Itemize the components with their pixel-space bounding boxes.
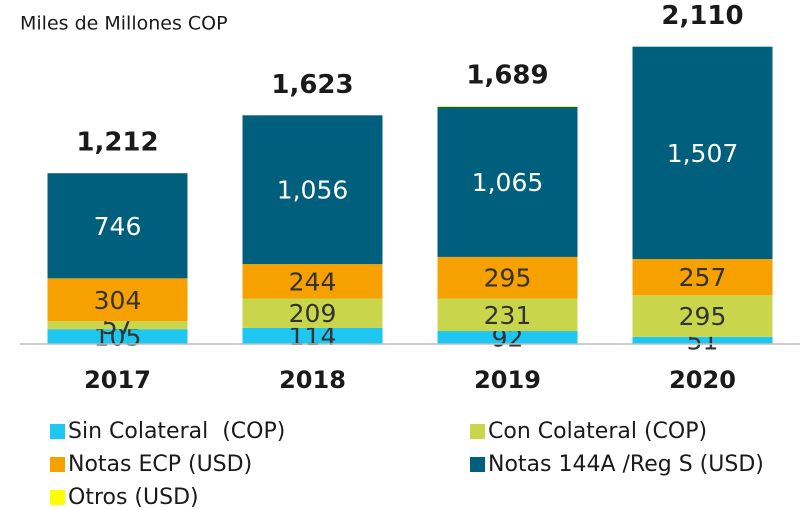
- chart-subtitle: Miles de Millones COP: [20, 13, 228, 35]
- bar-segment: [47, 173, 188, 279]
- total-label: 1,689: [466, 61, 548, 91]
- bar-segment: [632, 46, 773, 260]
- data-label: 746: [94, 212, 142, 241]
- bar-segment: [437, 256, 578, 299]
- bar-segment: [437, 331, 578, 344]
- x-tick-label: 2017: [84, 366, 151, 394]
- bar-segment: [242, 298, 383, 328]
- total-label: 1,623: [271, 70, 353, 100]
- bar-segment: [47, 321, 188, 330]
- legend-swatch: [50, 457, 65, 472]
- legend-label: Sin Colateral (COP): [68, 419, 285, 444]
- total-label: 2,110: [661, 1, 743, 31]
- legend-swatch: [50, 490, 65, 505]
- legend-label: Notas 144A /Reg S (USD): [488, 452, 764, 477]
- data-label: 1,507: [667, 139, 739, 168]
- bar-segment: [632, 259, 773, 296]
- bar-segment: [242, 327, 383, 344]
- bar-segment: [47, 329, 188, 344]
- legend-swatch: [50, 424, 65, 439]
- bar-segment: [632, 336, 773, 344]
- bar-segment: [242, 264, 383, 299]
- bar-segment: [632, 295, 773, 337]
- data-label: 1,056: [277, 176, 349, 205]
- bar-segment: [242, 115, 383, 265]
- legend-label: Otros (USD): [68, 485, 199, 510]
- data-label: 231: [484, 301, 532, 330]
- data-label: 295: [679, 302, 727, 331]
- bar-segment: [437, 106, 578, 107]
- bar-segment: [437, 106, 578, 257]
- legend-label: Con Colateral (COP): [488, 419, 707, 444]
- bar-segment: [47, 278, 188, 322]
- legend-swatch: [470, 457, 485, 472]
- bar-segment: [437, 298, 578, 332]
- x-tick-label: 2020: [669, 366, 736, 394]
- data-label: 1,065: [472, 168, 544, 197]
- data-label: 209: [289, 299, 337, 328]
- data-label: 244: [289, 267, 337, 296]
- legend-swatch: [470, 424, 485, 439]
- data-label: 304: [94, 286, 142, 315]
- data-label: 295: [484, 264, 532, 293]
- total-label: 1,212: [76, 128, 158, 158]
- x-tick-label: 2018: [279, 366, 346, 394]
- data-label: 257: [679, 263, 727, 292]
- legend-label: Notas ECP (USD): [68, 452, 252, 477]
- x-tick-label: 2019: [474, 366, 541, 394]
